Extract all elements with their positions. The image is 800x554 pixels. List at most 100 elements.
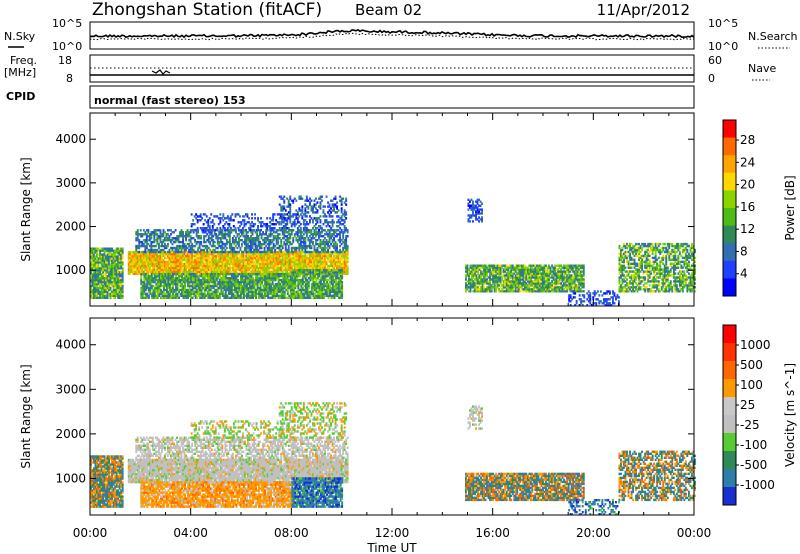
heatmap-cell <box>94 273 97 276</box>
heatmap-cell <box>313 256 316 260</box>
heatmap-cell <box>139 235 142 238</box>
heatmap-cell <box>260 252 263 256</box>
heatmap-cell <box>286 275 289 278</box>
heatmap-cell <box>228 266 231 270</box>
heatmap-cell <box>307 239 310 242</box>
heatmap-cell <box>343 256 346 260</box>
heatmap-cell <box>339 250 341 254</box>
heatmap-cell <box>343 242 346 246</box>
heatmap-cell <box>318 231 320 234</box>
heatmap-cell <box>334 231 337 234</box>
heatmap-cell <box>206 296 209 299</box>
heatmap-cell <box>156 264 159 268</box>
heatmap-cell <box>210 256 213 260</box>
heatmap-cell <box>262 231 264 234</box>
heatmap-cell <box>318 233 320 236</box>
heatmap-cell <box>183 248 186 252</box>
heatmap-cell <box>219 240 222 244</box>
heatmap-cell <box>176 237 178 240</box>
heatmap-cell <box>192 237 195 240</box>
heatmap-cell <box>140 288 143 292</box>
heatmap-cell <box>188 254 191 258</box>
heatmap-cell <box>183 254 186 258</box>
heatmap-cell <box>321 292 324 296</box>
heatmap-cell <box>182 240 184 244</box>
heatmap-cell <box>160 273 162 276</box>
heatmap-cell <box>195 262 198 266</box>
heatmap-cell <box>176 268 178 272</box>
heatmap-cell <box>133 264 136 268</box>
heatmap-cell <box>295 268 298 272</box>
heatmap-cell <box>117 263 120 266</box>
heatmap-cell <box>333 286 336 290</box>
heatmap-cell <box>308 246 311 250</box>
heatmap-cell <box>94 280 97 284</box>
heatmap-cell <box>296 256 299 260</box>
heatmap-cell <box>135 256 138 260</box>
heatmap-cell <box>265 229 268 232</box>
heatmap-cell <box>308 254 311 258</box>
heatmap-cell <box>265 268 268 272</box>
heatmap-cell <box>316 248 319 252</box>
heatmap-cell <box>175 273 177 276</box>
heatmap-cell <box>158 262 160 266</box>
heatmap-cell <box>238 260 240 264</box>
heatmap-cell <box>312 278 315 282</box>
heatmap-cell <box>174 248 177 252</box>
heatmap-cell <box>218 264 221 268</box>
heatmap-cell <box>270 275 273 278</box>
heatmap-cell <box>250 242 252 246</box>
heatmap-cell <box>201 260 204 264</box>
heatmap-cell <box>162 258 165 262</box>
heatmap-cell <box>193 286 196 290</box>
heatmap-cell <box>150 242 153 246</box>
heatmap-cell <box>230 248 233 252</box>
heatmap-cell <box>216 229 219 232</box>
heatmap-cell <box>286 254 289 258</box>
heatmap-cell <box>215 258 218 262</box>
heatmap-cell <box>219 233 222 236</box>
heatmap-cell <box>180 260 183 264</box>
heatmap-cell <box>268 292 271 296</box>
heatmap-cell <box>305 266 308 270</box>
heatmap-cell <box>242 227 244 230</box>
heatmap-cell <box>228 250 231 254</box>
heatmap-cell <box>135 268 138 272</box>
heatmap-cell <box>222 252 225 256</box>
heatmap-cell <box>100 261 103 264</box>
heatmap-cell <box>320 278 322 282</box>
heatmap-cell <box>280 266 283 270</box>
heatmap-cell <box>337 260 340 264</box>
heatmap-cell <box>311 292 313 296</box>
heatmap-cell <box>264 278 267 282</box>
heatmap-cell <box>188 270 191 273</box>
heatmap-cell <box>145 237 148 240</box>
heatmap-cell <box>93 278 95 282</box>
heatmap-cell <box>275 252 278 256</box>
heatmap-cell <box>307 296 310 299</box>
heatmap-cell <box>111 259 113 262</box>
heatmap-cell <box>266 266 269 270</box>
heatmap-cell <box>221 273 224 276</box>
heatmap-cell <box>167 244 169 248</box>
heatmap-cell <box>239 256 242 260</box>
heatmap-cell <box>115 288 118 292</box>
heatmap-cell <box>345 251 348 254</box>
heatmap-cell <box>205 275 208 278</box>
heatmap-cell <box>341 282 344 286</box>
heatmap-cell <box>296 260 299 264</box>
heatmap-cell <box>256 256 258 260</box>
heatmap-cell <box>219 254 222 258</box>
heatmap-cell <box>345 264 348 268</box>
heatmap-cell <box>321 275 324 278</box>
heatmap-cell <box>108 273 110 276</box>
heatmap-cell <box>273 284 276 288</box>
heatmap-cell <box>166 294 168 297</box>
heatmap-cell <box>301 269 304 272</box>
heatmap-cell <box>90 261 92 264</box>
heatmap-cell <box>219 270 222 273</box>
heatmap-cell <box>247 244 249 248</box>
heatmap-cell <box>208 225 211 228</box>
heatmap-cell <box>325 254 328 258</box>
heatmap-cell <box>256 252 258 256</box>
